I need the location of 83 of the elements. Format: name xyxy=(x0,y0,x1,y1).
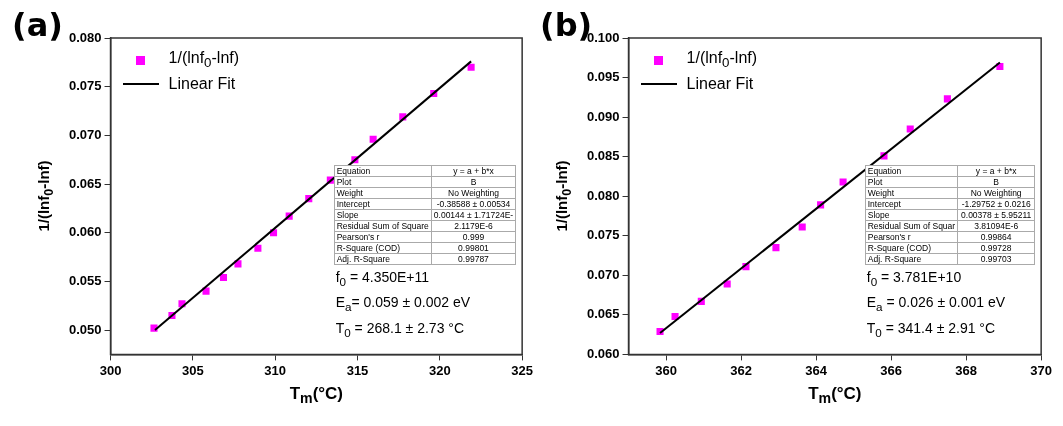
annotation: No Weighting xyxy=(957,187,1035,199)
annotation: Residual Sum of Square xyxy=(334,220,432,232)
y-tick-label: 0.095 xyxy=(586,69,620,85)
annotation: Pearson's r xyxy=(334,231,432,243)
annotation: 0.99787 xyxy=(431,253,516,265)
x-tick-label: 360 xyxy=(655,362,677,378)
annotation: Intercept xyxy=(865,198,958,210)
legend-label: Linear Fit xyxy=(686,75,754,93)
y-tick-label: 0.060 xyxy=(586,345,620,361)
annotation: Weight xyxy=(865,187,958,199)
point xyxy=(839,178,847,186)
x-axis-title: T$_{m}$(°C) xyxy=(288,384,345,407)
annotation: -1.29752 ± 0.0216 xyxy=(957,198,1035,210)
annotation: Weight xyxy=(334,187,432,199)
y-tick-label: 0.055 xyxy=(68,272,102,288)
y-tick-label: 0.075 xyxy=(586,227,620,243)
x-tick-label: 325 xyxy=(511,362,534,378)
annotation: 3.81094E-6 xyxy=(957,220,1035,232)
y-tick-label: 0.065 xyxy=(586,306,620,322)
x-axis-title: T$_{m}$(°C) xyxy=(807,384,863,407)
annotation: R-Square (COD) xyxy=(865,242,958,254)
annotation: Slope xyxy=(334,209,432,221)
legend-label: 1/(lnf$_{0}$-lnf) xyxy=(686,49,758,71)
legend-label: Linear Fit xyxy=(168,75,236,93)
x-tick-label: 362 xyxy=(730,362,752,378)
annotation: E$_{a}$ = 0.026 ± 0.001 eV xyxy=(865,293,1007,316)
annotation: T$_{0}$ = 268.1 ± 2.73 °C xyxy=(334,319,466,341)
point xyxy=(772,244,780,252)
x-tick-label: 305 xyxy=(182,362,204,378)
x-tick-label: 364 xyxy=(805,362,828,378)
y-tick-label: 0.080 xyxy=(68,29,102,45)
y-tick-label: 0.085 xyxy=(586,148,620,164)
y-tick-label: 0.070 xyxy=(586,266,620,282)
point xyxy=(943,95,951,103)
annotation: Plot xyxy=(865,176,958,188)
point xyxy=(254,244,262,252)
y-tick-label: 0.050 xyxy=(68,321,102,337)
annotation: -0.38588 ± 0.00534 xyxy=(431,198,516,210)
y-tick-label: 0.080 xyxy=(586,187,620,203)
annotation: Equation xyxy=(865,165,958,177)
annotation: R-Square (COD) xyxy=(334,242,432,254)
annotation: No Weighting xyxy=(431,187,516,199)
y-tick-label: 0.090 xyxy=(586,108,620,124)
annotation: Residual Sum of Squar xyxy=(865,220,958,232)
annotation: 0.00144 ± 1.71724E- xyxy=(431,209,516,221)
y-tick-label: 0.075 xyxy=(68,78,102,94)
annotation: 0.99728 xyxy=(957,242,1035,254)
annotation: Plot xyxy=(334,176,432,188)
annotation: Adj. R-Square xyxy=(865,253,958,265)
annotation: 0.99864 xyxy=(957,231,1035,243)
annotation: f$_{0}$ = 3.781E+10 xyxy=(865,267,963,290)
legend-label: 1/(lnf$_{0}$-lnf) xyxy=(168,49,240,71)
annotation: Slope xyxy=(865,209,958,221)
y-tick-label: 0.070 xyxy=(68,126,102,142)
annotation: T$_{0}$ = 341.4 ± 2.91 °C xyxy=(865,319,997,341)
annotation: 0.99703 xyxy=(957,253,1035,265)
annotation: 2.1179E-6 xyxy=(431,220,516,232)
annotation: Intercept xyxy=(334,198,432,210)
annotation: 0.999 xyxy=(431,231,516,243)
x-tick-label: 366 xyxy=(880,362,902,378)
x-tick-label: 368 xyxy=(955,362,977,378)
x-tick-label: 370 xyxy=(1030,362,1053,378)
annotation: y = a + b*x xyxy=(431,165,516,177)
annotation: 0.00378 ± 5.95211 xyxy=(957,209,1035,221)
point xyxy=(798,223,806,231)
annotation: B xyxy=(431,176,516,188)
x-tick-label: 310 xyxy=(264,362,287,378)
annotation: B xyxy=(957,176,1035,188)
y-tick-label: 0.065 xyxy=(68,175,102,191)
x-tick-label: 320 xyxy=(428,362,451,378)
chart-title: (a) xyxy=(12,6,63,44)
x-tick-label: 315 xyxy=(346,362,369,378)
x-tick-label: 300 xyxy=(99,362,122,378)
annotation: Equation xyxy=(334,165,432,177)
y-tick-label: 0.060 xyxy=(68,224,102,240)
annotation: Adj. R-Square xyxy=(334,253,432,265)
annotation: f$_{0}$ = 4.350E+11 xyxy=(334,267,431,290)
annotation: E$_{a}$= 0.059 ± 0.002 eV xyxy=(334,293,472,316)
annotation: y = a + b*x xyxy=(957,165,1035,177)
annotation: Pearson's r xyxy=(865,231,958,243)
point xyxy=(467,63,475,71)
annotation: 0.99801 xyxy=(431,242,516,254)
point xyxy=(219,273,228,282)
